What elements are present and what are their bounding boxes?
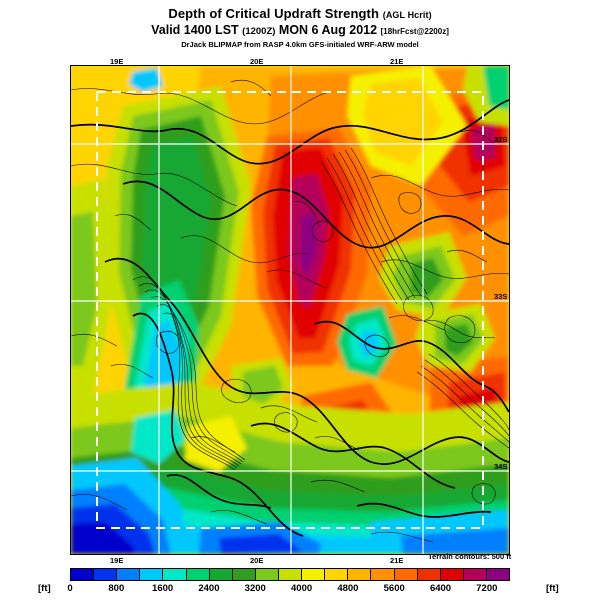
lon-label-top-20e: 20E xyxy=(250,57,264,66)
lat-label-right-34s: 34S xyxy=(494,462,508,471)
colorbar-swatch xyxy=(94,569,118,580)
colorbar-tick-label: 0 xyxy=(67,583,73,594)
valid-utc: (1200Z) xyxy=(242,26,276,37)
colorbar-tick-label: 3200 xyxy=(244,583,266,594)
colorbar-tick-label: 4000 xyxy=(291,583,313,594)
figure-title: Depth of Critical Updraft Strength (AGL … xyxy=(0,6,600,23)
colorbar-swatch xyxy=(325,569,349,580)
colorbar-swatch xyxy=(486,569,510,580)
lon-label-bottom-21e: 21E xyxy=(390,556,404,565)
lat-label-right-32s: 32S xyxy=(494,135,508,144)
colorbar-swatch xyxy=(117,569,141,580)
colorbar-swatch xyxy=(417,569,441,580)
colorbar-tick-label: 5600 xyxy=(383,583,405,594)
title-suffix: (AGL Hcrit) xyxy=(382,10,432,20)
colorbar-swatch xyxy=(163,569,187,580)
valid-date: MON 6 Aug 2012 xyxy=(278,23,378,37)
lon-label-bottom-20e: 20E xyxy=(250,556,264,565)
terrain-contour-note: Terrain contours: 500 ft xyxy=(428,552,512,561)
lon-label-top-21e: 21E xyxy=(390,57,404,66)
title-main: Depth of Critical Updraft Strength xyxy=(168,6,380,21)
figure-titles: Depth of Critical Updraft Strength (AGL … xyxy=(0,6,600,50)
map-panel: 32S 33S 34S xyxy=(70,65,510,555)
colorbar-swatch xyxy=(278,569,303,580)
forecast-tag: [18hrFcst@2200z] xyxy=(380,27,449,36)
lon-label-top-19e: 19E xyxy=(110,57,124,66)
map-graticule xyxy=(71,66,509,554)
colorbar-swatch xyxy=(186,569,210,580)
lon-label-bottom-19e: 19E xyxy=(110,556,124,565)
colorbar-tick-label: 1600 xyxy=(152,583,174,594)
figure-valid-line: Valid 1400 LST (1200Z) MON 6 Aug 2012 [1… xyxy=(0,23,600,39)
valid-time: Valid 1400 LST xyxy=(151,23,239,37)
map-canvas xyxy=(71,66,509,554)
colorbar-swatch xyxy=(140,569,164,580)
colorbar xyxy=(70,568,510,581)
colorbar-swatch xyxy=(394,569,418,580)
colorbar-swatch xyxy=(463,569,487,580)
figure-model-line: DrJack BLIPMAP from RASP 4.0km GFS-initi… xyxy=(181,40,419,49)
colorbar-swatch xyxy=(348,569,372,580)
colorbar-swatch xyxy=(255,569,279,580)
colorbar-unit-left: [ft] xyxy=(38,583,51,594)
colorbar-panel: Terrain contours: 500 ft 0 800 1600 2400 320… xyxy=(0,552,600,600)
colorbar-tick-label: 4800 xyxy=(337,583,359,594)
lat-label-right-33s: 33S xyxy=(494,292,508,301)
colorbar-tick-label: 800 xyxy=(108,583,125,594)
colorbar-tick-label: 2400 xyxy=(198,583,220,594)
colorbar-swatch xyxy=(302,569,326,580)
field-fill xyxy=(71,66,509,554)
colorbar-unit-right: [ft] xyxy=(546,583,559,594)
colorbar-swatch xyxy=(371,569,395,580)
colorbar-swatch xyxy=(71,569,95,580)
colorbar-swatch xyxy=(440,569,464,580)
colorbar-tick-label: 7200 xyxy=(476,583,498,594)
colorbar-swatch xyxy=(232,569,256,580)
colorbar-swatch xyxy=(209,569,233,580)
colorbar-tick-label: 6400 xyxy=(429,583,452,594)
